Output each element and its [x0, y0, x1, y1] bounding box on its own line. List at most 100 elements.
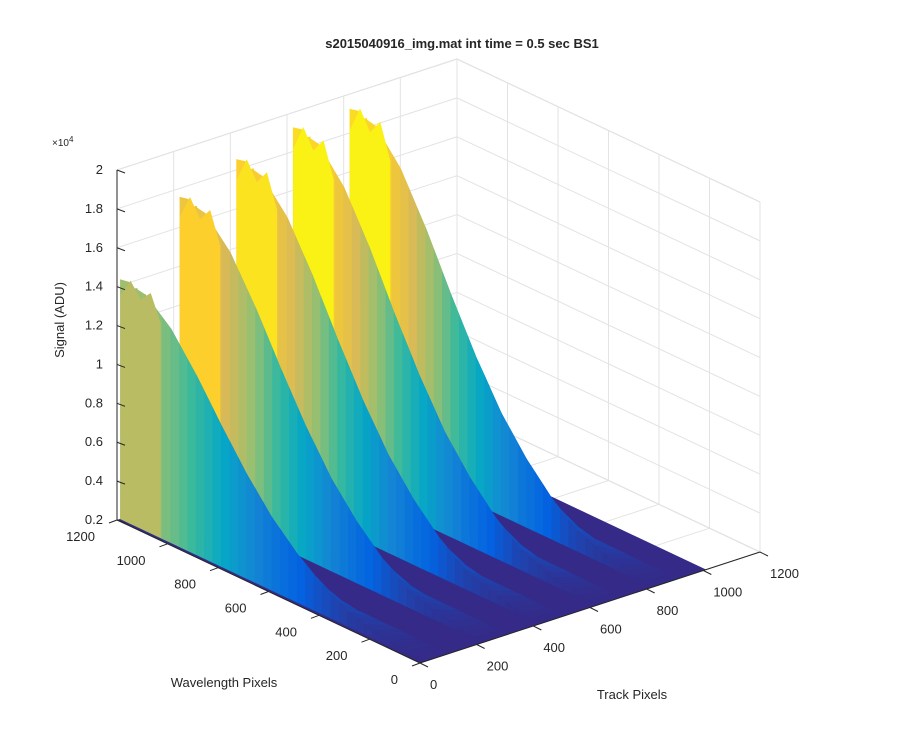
surface-face: [444, 431, 454, 539]
x-tick-label: 200: [487, 659, 509, 674]
surface-face: [414, 656, 424, 663]
z-tick-label: 1.8: [85, 201, 103, 216]
grid-line: [116, 58, 458, 171]
surface-face: [288, 388, 299, 556]
grid-line: [456, 291, 761, 436]
surface-face: [271, 516, 281, 595]
z-tick: [116, 208, 126, 213]
y-tick: [310, 614, 320, 619]
z-axis-label: Signal (ADU): [52, 282, 67, 358]
chart-title: s2015040916_img.mat int time = 0.5 sec B…: [325, 36, 599, 51]
surface-face: [370, 418, 381, 549]
y-tick: [411, 662, 421, 667]
surface: [117, 108, 707, 663]
surface-face: [362, 399, 372, 545]
surface-face: [314, 444, 324, 568]
surface-face: [501, 413, 511, 520]
surface-face: [170, 328, 180, 548]
surface-face: [354, 379, 364, 541]
z-tick-label: 0.4: [85, 473, 103, 488]
grid-line: [456, 58, 761, 203]
z-tick-label: 0.8: [85, 395, 103, 410]
axis-lines: [108, 169, 769, 668]
surface-face: [509, 428, 519, 524]
x-tick: [589, 607, 599, 612]
z-tick-label: 0.2: [85, 512, 103, 527]
y-tick-label: 1000: [117, 553, 146, 568]
grid-line: [456, 252, 761, 397]
surface-face: [305, 426, 315, 564]
z-tick-label: 2: [96, 162, 103, 177]
surface-face: [221, 425, 231, 571]
x-tick-label: 800: [657, 603, 679, 618]
z-exponent: ×104: [52, 135, 74, 149]
grid-line: [456, 97, 761, 242]
surface-face: [179, 343, 188, 552]
z-tick-label: 1.2: [85, 318, 103, 333]
y-tick: [361, 638, 370, 643]
grid-line: [456, 175, 761, 320]
surface-face: [246, 472, 256, 583]
surface-face: [452, 446, 462, 543]
grid-line: [456, 330, 761, 475]
grid-line: [116, 136, 458, 249]
z-exponent-base: ×10: [52, 138, 69, 149]
surface-face: [280, 368, 290, 552]
y-tick-label: 600: [225, 601, 247, 616]
surface-face: [587, 599, 597, 606]
surface-face: [379, 436, 389, 553]
surface-face: [237, 457, 247, 579]
surface-ridge: [120, 279, 450, 663]
surface-face: [644, 581, 654, 588]
surface-face: [526, 458, 536, 532]
surface-face: [475, 357, 485, 508]
z-tick: [116, 519, 126, 524]
surface-face: [404, 483, 414, 565]
surface-face: [229, 441, 239, 575]
surface-face: [517, 443, 527, 528]
z-tick-label: 1: [96, 356, 103, 371]
x-tick-label: 400: [543, 640, 565, 655]
surface-face: [435, 413, 446, 535]
surface-face: [297, 407, 307, 560]
y-tick: [159, 543, 168, 548]
z-tick: [116, 169, 126, 174]
surface-face: [263, 501, 273, 591]
x-tick: [533, 625, 542, 631]
z-tick-label: 1.6: [85, 240, 103, 255]
surface-face: [279, 528, 290, 599]
surface-face: [212, 408, 222, 568]
tick-labels: 0200400600800100012000200400600800100012…: [66, 162, 799, 692]
z-exponent-power: 4: [69, 135, 74, 144]
z-tick-label: 1.4: [85, 279, 103, 294]
y-tick-label: 400: [275, 624, 297, 639]
x-axis-label: Track Pixels: [597, 687, 668, 702]
y-tick-label: 800: [174, 577, 196, 592]
surface-face: [387, 453, 397, 557]
y-tick: [209, 567, 219, 572]
z-tick: [116, 325, 126, 330]
x-tick-label: 0: [430, 677, 437, 692]
z-tick: [116, 286, 126, 291]
surface-face: [396, 468, 406, 561]
surface-face: [427, 394, 437, 531]
z-tick: [116, 402, 126, 407]
surface-face: [534, 471, 544, 536]
surface-face: [254, 487, 264, 587]
y-tick-label: 200: [326, 648, 348, 663]
z-tick: [116, 480, 126, 485]
surface-face: [162, 316, 172, 544]
surface-face: [322, 461, 332, 572]
x-tick: [419, 662, 429, 668]
z-tick: [116, 247, 126, 252]
surface-peak: [120, 280, 161, 538]
surface-face: [530, 618, 540, 625]
surface-face: [484, 375, 494, 512]
x-tick-label: 600: [600, 622, 622, 637]
surface-face: [195, 374, 205, 560]
surface-face: [187, 359, 197, 556]
y-tick-label: 0: [391, 672, 398, 687]
surface-face: [419, 375, 429, 527]
